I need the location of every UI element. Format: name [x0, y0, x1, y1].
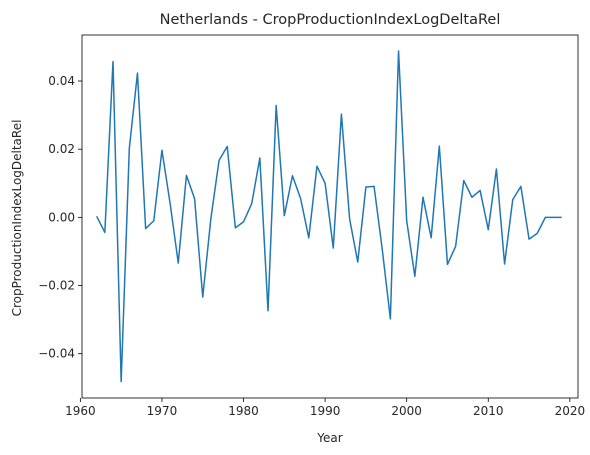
x-axis-label: Year	[316, 431, 342, 445]
chart-title: Netherlands - CropProductionIndexLogDelt…	[160, 12, 501, 28]
y-tick-label: 0.02	[48, 142, 75, 156]
y-tick-label: 0.00	[48, 210, 75, 224]
plot-frame	[81, 34, 579, 399]
y-axis-label: CropProductionIndexLogDeltaRel	[10, 120, 24, 317]
x-tick-label: 2000	[391, 404, 422, 418]
series-line-0	[96, 50, 562, 383]
x-tick-label: 1990	[310, 404, 341, 418]
y-tick-label: −0.02	[38, 279, 75, 293]
x-axis: 1960 1970 1980 1990 2000 2010 2020	[65, 398, 585, 418]
plot-area	[81, 34, 579, 399]
x-tick-label: 2010	[473, 404, 504, 418]
x-tick-label: 1970	[147, 404, 178, 418]
x-tick-label: 1980	[228, 404, 259, 418]
x-tick-label: 1960	[65, 404, 96, 418]
y-tick-label: 0.04	[48, 74, 75, 88]
y-axis: −0.04 −0.02 0.00 0.02 0.04	[38, 74, 82, 361]
x-tick-label: 2020	[555, 404, 586, 418]
y-tick-label: −0.04	[38, 347, 75, 361]
